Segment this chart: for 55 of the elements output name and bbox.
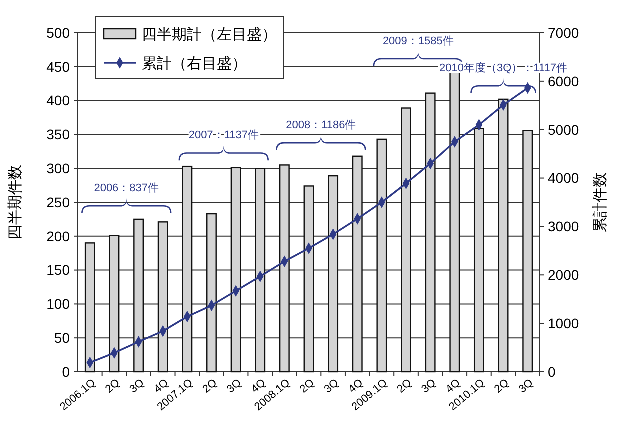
bar [182,166,193,373]
y-tick-label: 300 [46,160,70,176]
y-tick-label: 400 [46,92,70,109]
y-tick-label: 350 [46,126,70,143]
y-tick-label: 450 [46,58,70,75]
y2-tick-label: 0 [548,364,556,380]
bar [498,98,509,373]
x-tick-label: 2Q [103,376,123,396]
bar [328,175,339,373]
y-tick-label: 200 [46,228,70,244]
y2-tick-label: 2000 [548,267,580,284]
annotation: 2009：1585件 [382,35,454,48]
bar [279,164,290,373]
annotation: 2008：1186件 [286,119,356,132]
bar [84,242,96,373]
y-tick-label: 0 [62,364,70,380]
x-tick-label: 2Q [395,376,415,396]
y2-tick-label: 6000 [548,73,580,90]
legend-label: 累計（右目盛） [142,55,247,72]
bar [474,128,484,373]
y-axis-title: 四半期件数 [7,165,24,240]
y-tick-label: 50 [54,330,70,346]
annotation: 2006：837件 [94,182,160,194]
x-tick-label: 3Q [322,376,342,396]
bar [401,108,412,373]
bar [376,138,388,373]
x-tick-label: 2Q [298,376,318,396]
y2-tick-label: 1000 [548,315,580,332]
bar [230,167,242,373]
y-tick-label: 500 [46,24,70,41]
x-tick-label: 3Q [225,376,244,396]
y-tick-label: 250 [46,194,70,210]
bar [352,156,363,373]
x-tick-label: 2Q [492,376,512,396]
bar [304,186,314,373]
bar [255,168,266,373]
y2-tick-label: 7000 [548,24,580,41]
x-tick-label: 3Q [128,376,148,396]
y2-tick-label: 3000 [548,218,580,235]
x-tick-label: 3Q [516,376,536,396]
y-tick-label: 100 [46,296,70,312]
bar [522,130,534,373]
bar [206,213,217,373]
bar [425,92,436,373]
x-tick-label: 2Q [200,376,220,396]
bar [109,235,120,373]
y2-axis-title: 累計件数 [592,172,609,232]
y2-tick-label: 4000 [548,170,580,186]
legend-label: 四半期計（左目盛） [142,26,277,44]
y-tick-label: 150 [46,262,70,278]
bar [158,222,168,373]
bar [134,218,144,373]
y2-tick-label: 5000 [548,122,580,138]
x-tick-label: 3Q [420,376,439,396]
bar [450,72,460,373]
